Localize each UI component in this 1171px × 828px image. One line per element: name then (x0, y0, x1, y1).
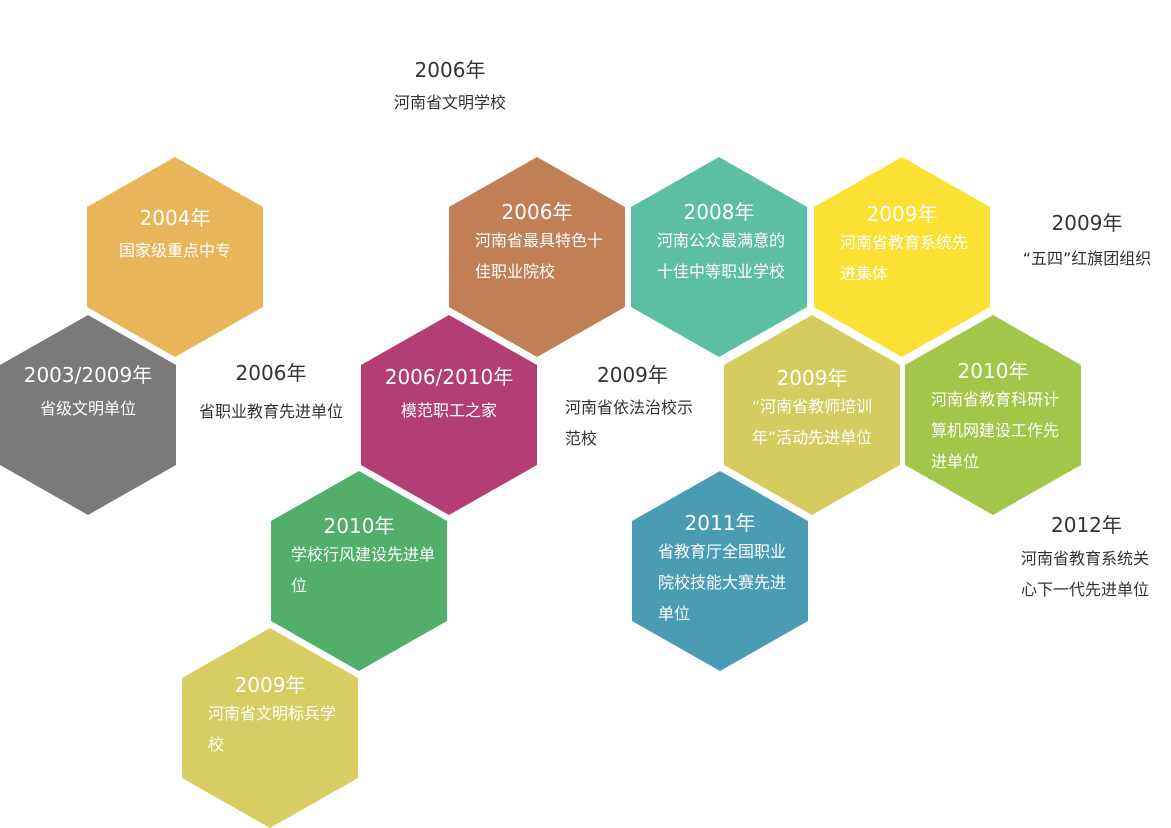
award-description: 河南省文明学校 (393, 93, 506, 112)
award-year: 2010年 (323, 514, 395, 538)
hexagon-text: 2010年 河南省教育科研计算机网建设工作先进单位 (905, 358, 1081, 477)
award-year: 2006年 (235, 361, 307, 385)
award-description: 河南省依法治校示范校 (565, 398, 694, 448)
plain-award: 2006年 河南省文明学校 (380, 57, 520, 118)
award-description: 河南公众最满意的十佳中等职业学校 (657, 231, 786, 281)
award-year: 2009年 (1051, 211, 1123, 235)
hexagon-award (361, 315, 537, 515)
award-description: “五四”红旗团组织 (1022, 249, 1152, 268)
hexagon-text: 2004年 国家级重点中专 (87, 205, 263, 266)
award-year: 2008年 (683, 200, 755, 224)
award-description: 学校行风建设先进单位 (291, 545, 436, 595)
hexagon-text: 2008年 河南公众最满意的十佳中等职业学校 (631, 199, 807, 287)
hexagon-award (0, 315, 176, 515)
award-description: 河南省教育系统关心下一代先进单位 (1021, 549, 1150, 599)
award-year: 2004年 (139, 206, 211, 230)
hexagon-text: 2010年 学校行风建设先进单位 (271, 513, 447, 601)
hexagon-text: 2009年 河南省文明标兵学校 (182, 672, 358, 760)
award-description: 模范职工之家 (400, 401, 497, 420)
plain-award: 2006年 省职业教育先进单位 (186, 360, 356, 427)
hexagon-text: 2003/2009年 省级文明单位 (0, 362, 176, 424)
award-year: 2006年 (414, 58, 486, 82)
award-description: 河南省文明标兵学校 (208, 704, 337, 754)
award-description: 国家级重点中专 (118, 241, 231, 260)
award-year: 2012年 (1051, 513, 1122, 537)
award-year: 2009年 (776, 366, 848, 390)
award-year: 2009年 (234, 673, 306, 697)
award-year: 2006年 (501, 200, 573, 224)
award-description: 河南省教育科研计算机网建设工作先进单位 (931, 390, 1060, 471)
hexagon-text: 2011年 省教育厅全国职业院校技能大赛先进单位 (632, 510, 808, 629)
award-year: 2010年 (957, 359, 1029, 383)
award-description: “河南省教师培训年”活动先进单位 (751, 397, 873, 447)
award-description: 河南省最具特色十佳职业院校 (475, 231, 604, 281)
plain-award: 2009年 河南省依法治校示范校 (565, 362, 705, 454)
hexagon-text: 2009年 河南省教育系统先进集体 (814, 201, 990, 289)
award-description: 省职业教育先进单位 (198, 402, 343, 421)
award-year: 2006/2010年 (384, 365, 514, 389)
award-year: 2003/2009年 (23, 363, 153, 387)
hexagon-text: 2006年 河南省最具特色十佳职业院校 (449, 199, 625, 287)
award-year: 2011年 (684, 511, 756, 535)
hexagon-text: 2009年 “河南省教师培训年”活动先进单位 (724, 365, 900, 453)
plain-award: 2009年 “五四”红旗团组织 (1003, 210, 1171, 274)
award-description: 省级文明单位 (39, 399, 136, 418)
plain-award: 2012年 河南省教育系统关心下一代先进单位 (1021, 512, 1156, 605)
hexagon-text: 2006/2010年 模范职工之家 (361, 364, 537, 426)
award-year: 2009年 (597, 363, 668, 387)
award-year: 2009年 (866, 202, 938, 226)
award-description: 省教育厅全国职业院校技能大赛先进单位 (658, 542, 787, 623)
award-description: 河南省教育系统先进集体 (840, 233, 969, 283)
